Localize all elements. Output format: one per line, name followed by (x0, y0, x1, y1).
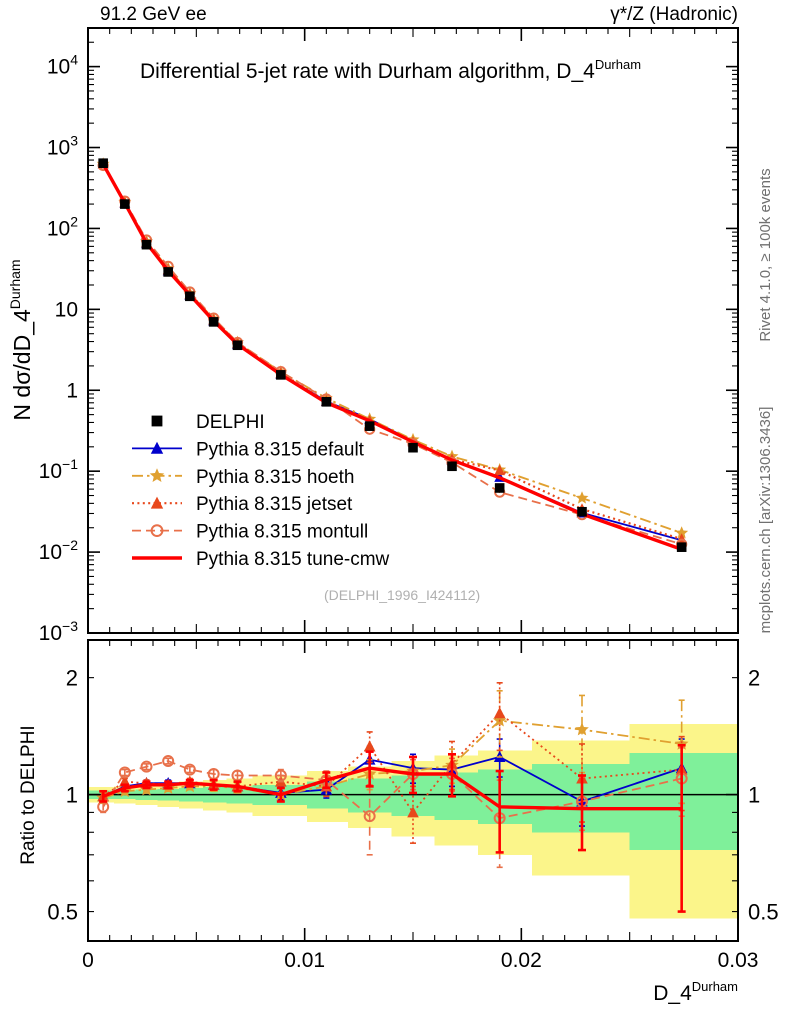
svg-text:102: 102 (47, 213, 78, 240)
sidebar-rivet-version: Rivet 4.1.0, ≥ 100k events (757, 168, 774, 341)
series-pythia-8-315-jetset (97, 158, 688, 544)
legend: DELPHI Pythia 8.315 default Pythia 8.315 h… (132, 412, 390, 570)
axis-ticks (87, 27, 739, 941)
header-left: 91.2 GeV ee (100, 4, 207, 25)
legend-label: Pythia 8.315 hoeth (196, 467, 354, 488)
svg-text:0.01: 0.01 (284, 949, 325, 972)
x-axis-label: D_4Durham (653, 979, 738, 1005)
legend-item-pythia-8-315-default[interactable]: Pythia 8.315 default (132, 439, 365, 460)
legend-item-pythia-8-315-hoeth[interactable]: Pythia 8.315 hoeth (132, 467, 354, 488)
svg-text:Ratio to DELPHI: Ratio to DELPHI (18, 725, 39, 864)
svg-text:2: 2 (748, 666, 760, 691)
svg-text:Rivet 4.1.0, ≥ 100k events: Rivet 4.1.0, ≥ 100k events (757, 168, 774, 341)
legend-item-delphi[interactable]: DELPHI (151, 412, 265, 433)
svg-text:0: 0 (82, 949, 94, 972)
watermark: (DELPHI_1996_I424112) (324, 587, 480, 603)
main-title: Differential 5-jet rate with Durham algo… (140, 57, 641, 83)
series-pythia-8-315-montull (97, 159, 688, 550)
svg-text:1: 1 (66, 379, 78, 402)
ratio-y-tick-labels: 2 2 1 1 0.5 0.5 (47, 666, 778, 925)
header-right: γ*/Z (Hadronic) (610, 4, 738, 25)
svg-text:mcplots.cern.ch [arXiv:1306.34: mcplots.cern.ch [arXiv:1306.3436] (757, 407, 774, 634)
series-pythia-8-315-default (97, 157, 688, 545)
main-panel-frame (87, 27, 739, 634)
legend-label: Pythia 8.315 tune-cmw (196, 549, 390, 570)
legend-item-pythia-8-315-montull[interactable]: Pythia 8.315 montull (132, 522, 368, 543)
legend-item-pythia-8-315-tune-cmw[interactable]: Pythia 8.315 tune-cmw (132, 549, 390, 570)
series-pythia-8-315-hoeth (96, 157, 689, 539)
x-tick-labels: 0 0.01 0.02 0.03 (82, 949, 758, 972)
ratio-pythia-8-315-tune-cmw (99, 743, 686, 913)
svg-text:1: 1 (748, 783, 760, 808)
svg-text:0.5: 0.5 (47, 900, 78, 925)
legend-item-pythia-8-315-jetset[interactable]: Pythia 8.315 jetset (132, 494, 353, 515)
svg-text:10−1: 10−1 (39, 456, 79, 483)
legend-label: DELPHI (196, 412, 265, 433)
main-y-axis-label: N dσ/dD_4Durham (7, 259, 35, 420)
svg-text:103: 103 (47, 133, 78, 160)
main-panel-series (96, 157, 689, 552)
svg-text:N dσ/dD_4Durham: N dσ/dD_4Durham (7, 259, 35, 420)
ratio-panel-series (96, 681, 689, 913)
legend-label: Pythia 8.315 default (196, 439, 365, 460)
svg-text:104: 104 (47, 52, 78, 79)
sidebar-mcplots-link: mcplots.cern.ch [arXiv:1306.3436] (757, 407, 774, 634)
svg-text:0.03: 0.03 (718, 949, 759, 972)
svg-text:0.5: 0.5 (748, 900, 779, 925)
ratio-y-axis-label: Ratio to DELPHI (18, 725, 39, 864)
svg-text:10−3: 10−3 (39, 618, 79, 645)
series-pythia-8-315-tune-cmw (101, 163, 683, 551)
svg-text:10: 10 (55, 298, 78, 321)
series-delphi (98, 158, 687, 552)
svg-text:1: 1 (66, 783, 78, 808)
legend-label: Pythia 8.315 jetset (196, 494, 353, 515)
svg-text:0.02: 0.02 (501, 949, 542, 972)
ratio-uncertainty-bands (88, 723, 738, 919)
svg-text:2: 2 (66, 666, 78, 691)
legend-label: Pythia 8.315 montull (196, 522, 368, 543)
svg-text:10−2: 10−2 (39, 537, 79, 564)
